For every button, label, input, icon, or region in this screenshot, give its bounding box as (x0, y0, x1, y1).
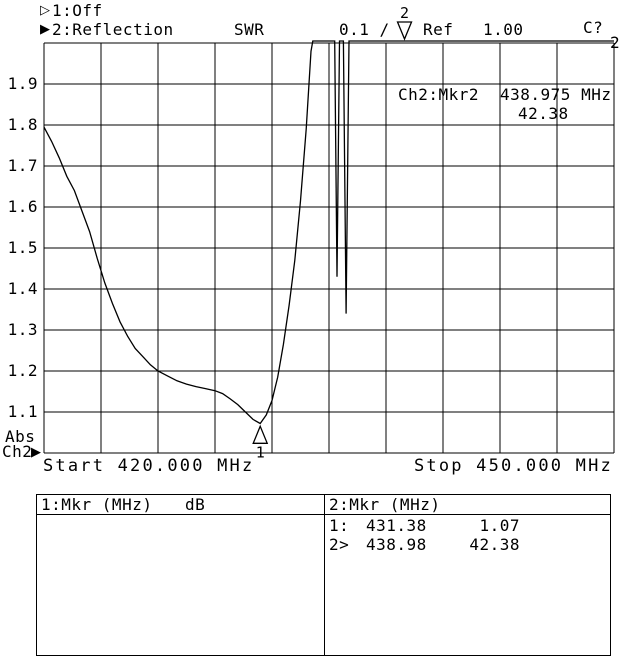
marker-2-symbol (396, 21, 413, 41)
y-tick-label: 1.4 (7, 279, 38, 298)
y-tick-label: 1.5 (7, 238, 38, 257)
trace1-status-label: 1:Off (52, 1, 103, 20)
y-tick-label: 1.1 (7, 402, 38, 421)
marker-table-row: 1: 431.38 1.07 (325, 516, 610, 534)
cal-status-label: C? (583, 18, 604, 37)
marker-table-row: 2> 438.98 42.38 (325, 535, 610, 553)
swr-plot: 12 (43, 4, 615, 461)
ch1-marker-unit-label: dB (185, 495, 206, 514)
trace2-position-label: 2 (610, 33, 621, 52)
marker-table: 1:Mkr (MHz) dB 2:Mkr (MHz) 1: 431.38 1.0… (36, 494, 611, 656)
marker-row-value: 1.07 (479, 516, 520, 535)
swr-trace (43, 40, 614, 425)
marker-2-label: 2 (400, 4, 409, 22)
ch1-marker-header-label: 1:Mkr (MHz) (41, 495, 153, 514)
start-frequency-label: Start 420.000 MHz (43, 456, 255, 476)
marker-table-ch1-panel: 1:Mkr (MHz) dB (37, 495, 325, 655)
marker-table-ch2-header: 2:Mkr (MHz) (325, 495, 610, 515)
y-tick-label: 1.6 (7, 197, 38, 216)
y-tick-label: 1.8 (7, 115, 38, 134)
ref-value: 1.00 (483, 20, 524, 39)
y-tick-label: 1.9 (7, 74, 38, 93)
ch2-marker-header-label: 2:Mkr (MHz) (329, 495, 441, 514)
y-tick-label: 1.2 (7, 361, 38, 380)
marker-row-freq: 431.38 (366, 516, 427, 535)
marker-row-id: 1: (329, 516, 350, 535)
marker-readout-source: Ch2:Mkr2 (398, 85, 480, 104)
marker-1-label: 1 (256, 443, 265, 461)
marker-table-ch1-header: 1:Mkr (MHz) dB (37, 495, 324, 515)
marker-row-value: 42.38 (469, 535, 520, 554)
trace1-indicator-icon: ▷ (40, 3, 50, 18)
marker-1-symbol (252, 424, 269, 444)
marker-readout-frequency: 438.975 MHz (500, 85, 612, 104)
channel-label: Ch2 (2, 442, 33, 461)
marker-row-freq: 438.98 (366, 535, 427, 554)
trace2-indicator-icon: ▶ (40, 22, 50, 37)
y-tick-label: 1.3 (7, 320, 38, 339)
ref-label: Ref (423, 20, 454, 39)
marker-row-id: 2> (329, 535, 350, 554)
channel-ref-indicator-icon: ▶ (31, 445, 41, 460)
y-tick-label: 1.7 (7, 156, 38, 175)
marker-table-ch2-panel: 2:Mkr (MHz) 1: 431.38 1.07 2> 438.98 42.… (325, 495, 610, 655)
trace2-measurement-label: 2:Reflection (52, 20, 174, 39)
stop-frequency-label: Stop 450.000 MHz (414, 456, 613, 476)
abs-label: Abs (5, 427, 36, 446)
format-label: SWR (234, 20, 265, 39)
marker-readout-value: 42.38 (518, 104, 569, 123)
scale-per-div-value: 0.1 / (339, 20, 390, 39)
